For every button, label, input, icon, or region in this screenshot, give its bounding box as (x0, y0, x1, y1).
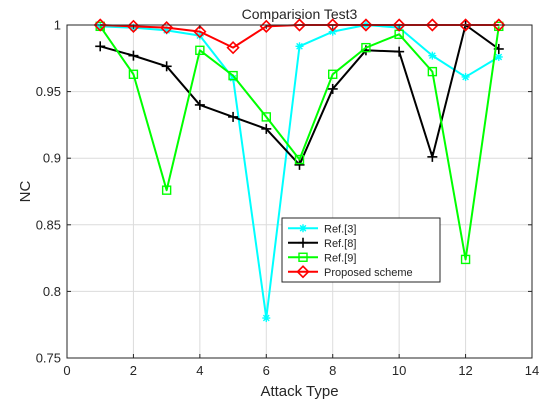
legend-label: Ref.[3] (324, 223, 356, 235)
data-point (262, 314, 271, 323)
data-point (294, 159, 305, 170)
x-tick-label: 12 (458, 363, 472, 378)
data-point (492, 18, 506, 32)
data-point (461, 72, 470, 81)
data-point (392, 18, 406, 32)
axis-ticks: 0 2 4 6 8 10 12 14 0.75 0.8 0.85 0.9 0.95 1 (36, 18, 540, 379)
data-point (494, 52, 503, 61)
y-tick-label: 0.75 (36, 351, 61, 366)
data-point (326, 18, 340, 32)
x-axis-title: Attack Type (260, 383, 338, 400)
data-point (327, 83, 338, 94)
data-point (427, 66, 438, 77)
legend-label: Ref.[9] (324, 252, 356, 264)
legend-marker (296, 265, 310, 279)
data-point (195, 31, 204, 40)
legend-item: Proposed scheme (288, 265, 413, 279)
data-point (394, 46, 405, 57)
data-point (294, 154, 305, 165)
y-tick-label: 1 (54, 18, 61, 33)
plot-frame (66, 24, 533, 359)
data-point (361, 42, 371, 53)
data-point (425, 18, 439, 32)
y-tick-label: 0.8 (43, 284, 61, 299)
legend-item: Ref.[8] (288, 237, 356, 250)
data-point (195, 45, 205, 56)
data-point (226, 41, 240, 55)
data-point (328, 69, 338, 79)
y-tick-label: 0.95 (36, 84, 61, 99)
data-point (261, 123, 272, 134)
data-point (228, 70, 238, 81)
data-point (95, 41, 106, 52)
x-tick-label: 10 (392, 363, 406, 378)
legend-marker (299, 224, 307, 233)
data-point (160, 21, 174, 35)
data-point (295, 42, 304, 51)
legend-item: Ref.[3] (288, 223, 356, 235)
data-point (128, 69, 139, 79)
legend-label: Proposed scheme (324, 267, 413, 279)
data-point (259, 19, 273, 33)
data-point (458, 18, 473, 32)
series-line (99, 25, 500, 261)
x-tick-label: 2 (130, 363, 137, 378)
chart-title: Comparision Test3 (242, 6, 358, 22)
legend: Ref.[3] Ref.[8] Ref.[9] Proposed scheme (281, 217, 441, 283)
data-point (427, 151, 438, 162)
y-tick-label: 0.9 (43, 151, 61, 166)
x-tick-label: 6 (263, 363, 270, 378)
data-point (359, 18, 373, 32)
data-point (126, 19, 141, 33)
data-point (161, 61, 172, 72)
legend-label: Ref.[8] (324, 238, 356, 250)
legend-item: Ref.[9] (288, 252, 356, 264)
data-point (194, 99, 205, 110)
data-point (261, 112, 271, 122)
legend-marker (298, 237, 308, 248)
x-tick-label: 14 (525, 363, 539, 378)
x-tick-label: 4 (196, 363, 203, 378)
data-point (292, 18, 307, 32)
data-point (428, 51, 437, 60)
x-tick-label: 8 (329, 363, 336, 378)
data-point (93, 18, 107, 32)
legend-marker (298, 252, 308, 262)
data-point (128, 50, 139, 61)
data-point (228, 111, 239, 122)
x-tick-label: 0 (63, 363, 70, 378)
data-point (460, 254, 471, 265)
data-point (161, 185, 172, 195)
y-axis-title: NC (17, 181, 34, 203)
y-tick-label: 0.85 (36, 217, 61, 232)
data-point (193, 25, 207, 39)
